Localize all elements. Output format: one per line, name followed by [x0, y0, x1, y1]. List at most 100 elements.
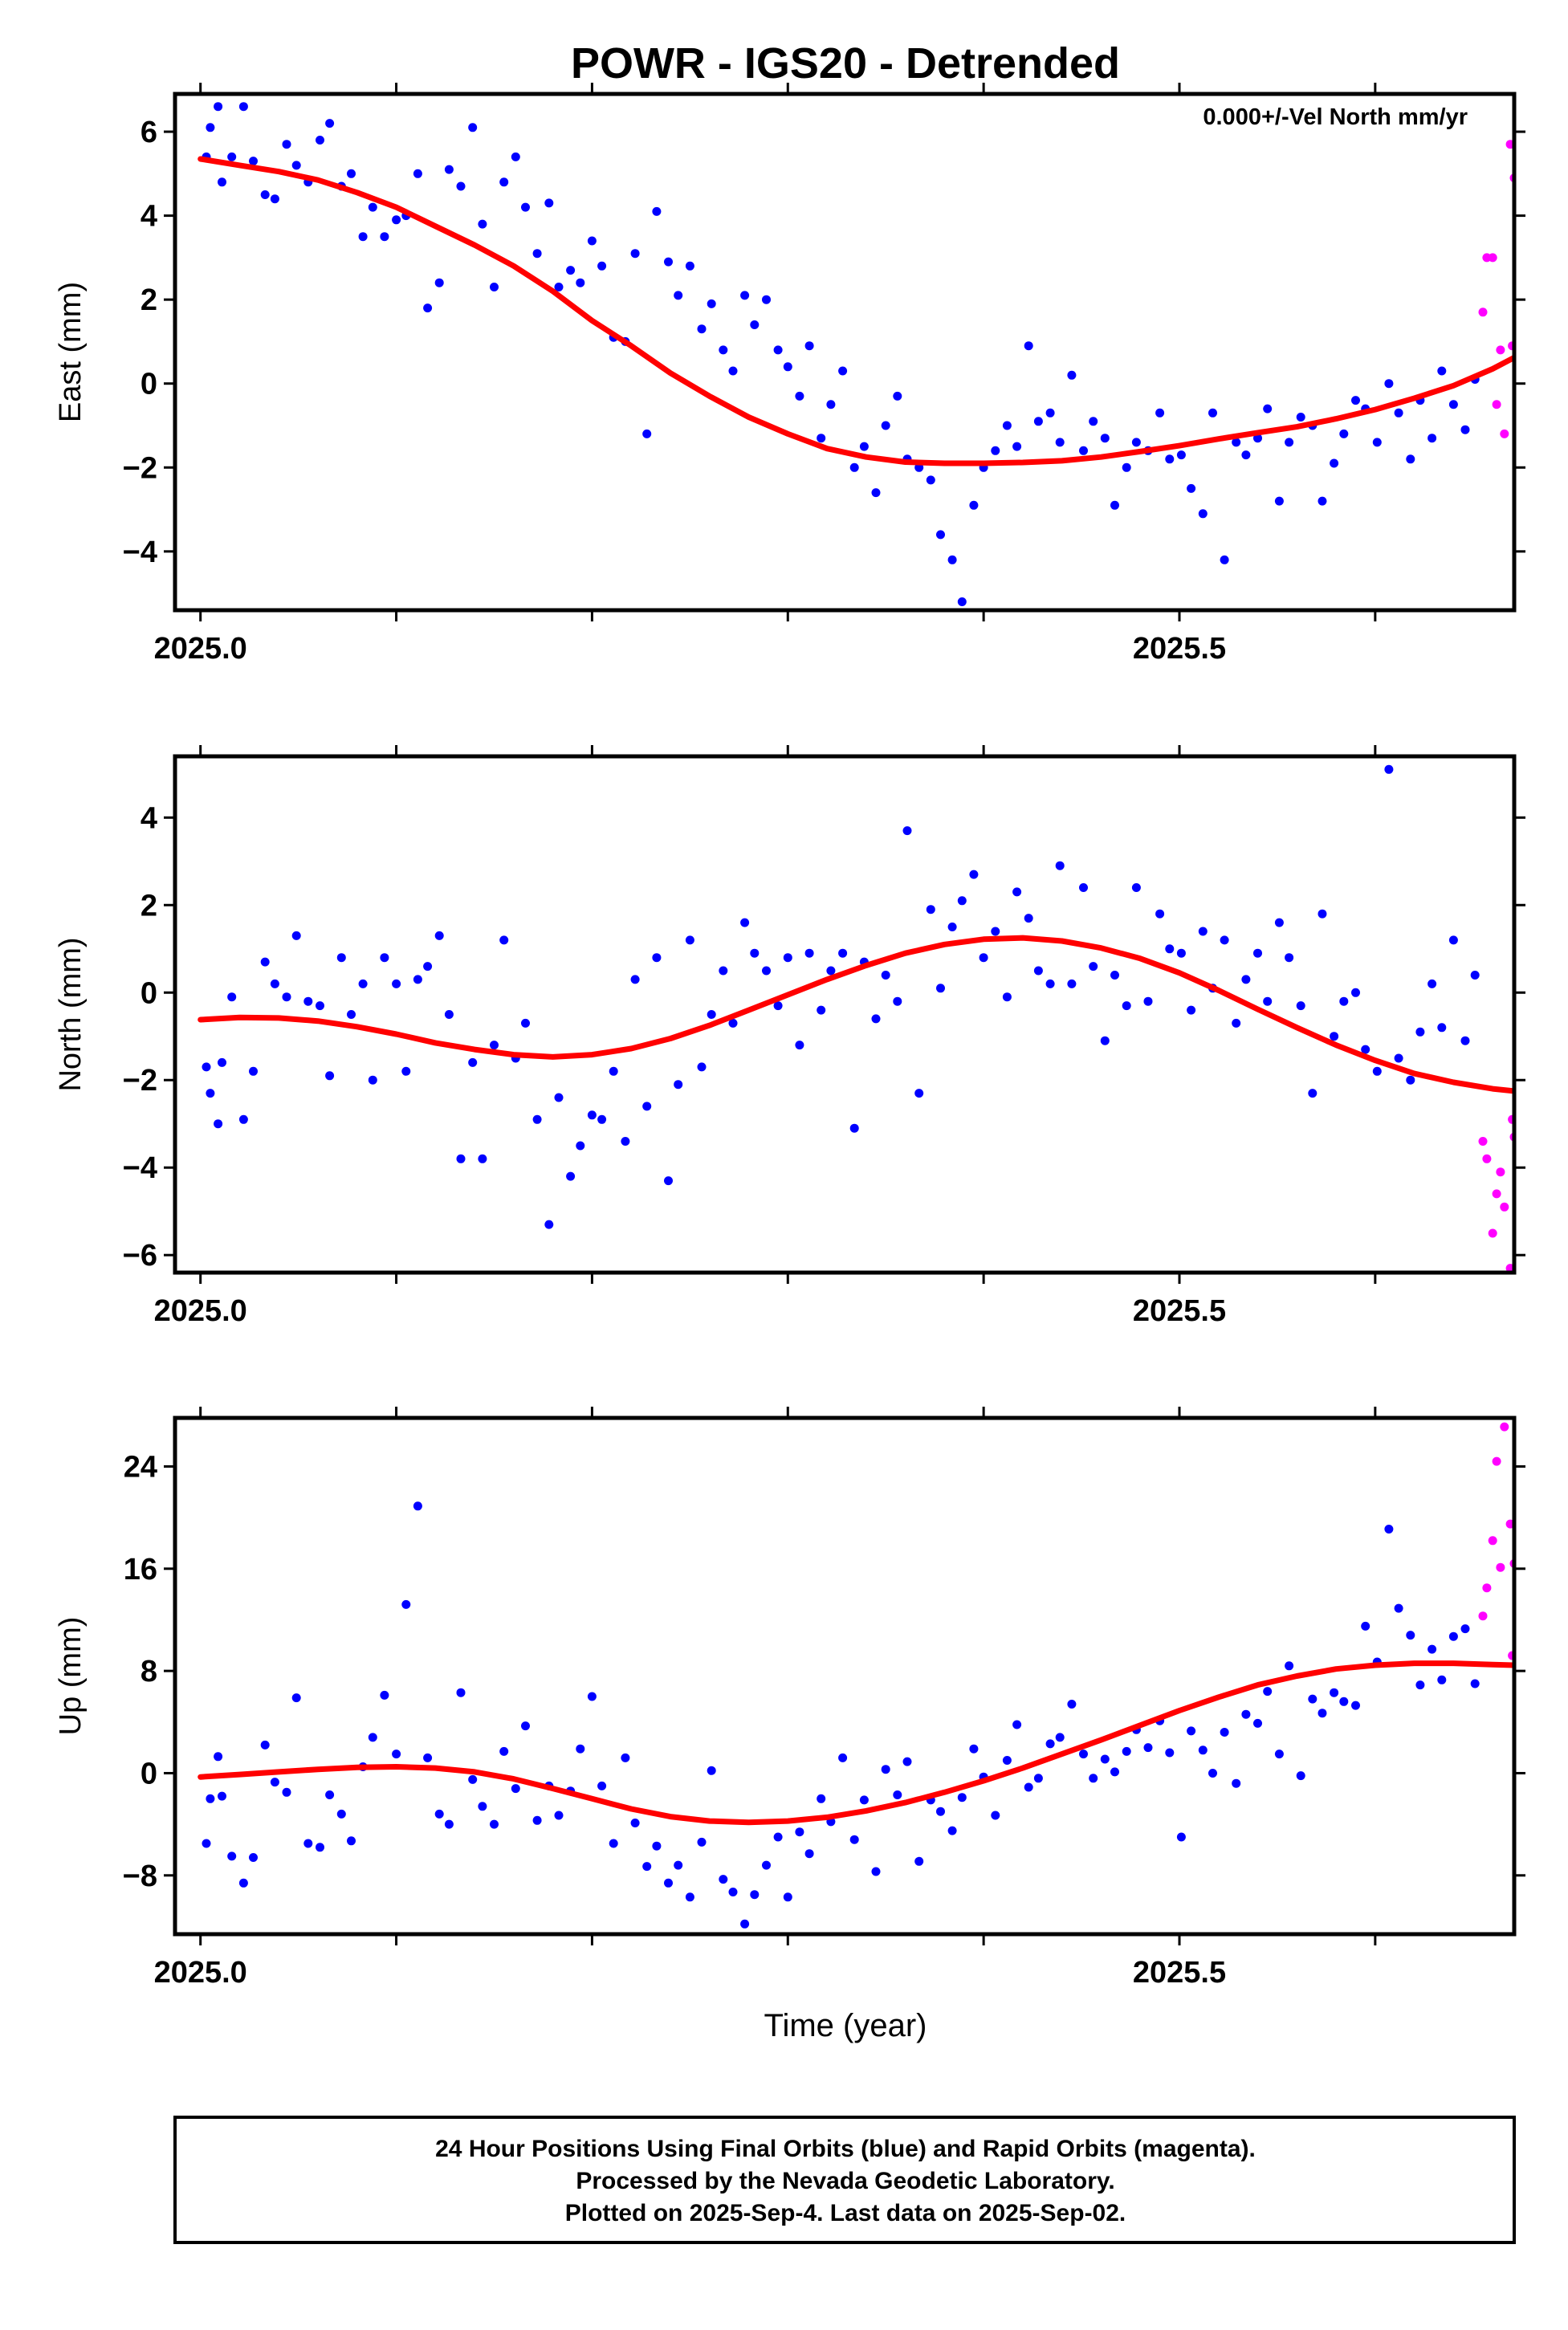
east-final-point	[1296, 413, 1305, 422]
up-final-point	[423, 1753, 433, 1762]
north-final-point	[719, 966, 728, 976]
up-final-point	[697, 1837, 707, 1847]
north-final-point	[1165, 944, 1175, 954]
east-final-point	[750, 320, 760, 329]
up-final-point	[316, 1843, 324, 1852]
up-final-point	[1089, 1774, 1098, 1783]
east-final-point	[444, 165, 454, 174]
footer-box	[173, 2116, 1516, 2244]
east-final-point	[969, 500, 979, 510]
north-final-point	[926, 905, 935, 914]
north-final-point	[1187, 1005, 1196, 1015]
north-final-point	[1415, 1027, 1425, 1037]
east-final-point	[1208, 408, 1217, 418]
north-final-point	[499, 935, 509, 945]
up-final-point	[1470, 1679, 1480, 1688]
north-final-point	[368, 1075, 377, 1085]
east-final-point	[1176, 450, 1186, 460]
east-final-point	[1131, 438, 1141, 447]
east-final-point	[1318, 496, 1327, 506]
east-final-point	[630, 249, 640, 259]
north-rapid-point	[1500, 1202, 1509, 1212]
up-final-point	[218, 1791, 226, 1801]
east-final-point	[1012, 442, 1022, 451]
north-final-point	[202, 1062, 211, 1072]
east-final-point	[826, 400, 836, 409]
east-final-point	[1437, 366, 1447, 376]
north-final-point	[849, 1123, 859, 1133]
east-y-tick-label: −2	[123, 451, 157, 485]
up-final-point	[719, 1875, 728, 1884]
up-rapid-point	[1496, 1562, 1505, 1572]
up-final-point	[1002, 1756, 1012, 1765]
up-final-point	[1394, 1603, 1403, 1613]
east-final-point	[795, 391, 804, 401]
north-final-point	[1143, 996, 1153, 1006]
up-y-tick-label: −8	[123, 1860, 157, 1893]
east-final-point	[270, 194, 279, 204]
up-y-tick-label: 8	[141, 1655, 157, 1688]
north-rapid-point	[1496, 1167, 1505, 1177]
east-final-point	[881, 421, 890, 430]
east-final-point	[707, 299, 716, 308]
up-final-point	[893, 1790, 902, 1799]
north-final-point	[750, 948, 760, 958]
east-final-point	[1427, 434, 1437, 443]
east-final-point	[664, 257, 673, 267]
east-final-point	[521, 202, 530, 212]
up-final-point	[621, 1753, 630, 1762]
north-y-tick-label: −2	[123, 1064, 157, 1098]
north-final-point	[1155, 909, 1165, 919]
up-final-point	[1427, 1644, 1437, 1654]
east-final-point	[434, 278, 444, 287]
north-final-point	[587, 1110, 597, 1120]
footer-line-3: Plotted on 2025-Sep-4. Last data on 2025…	[565, 2200, 1126, 2226]
north-final-point	[1448, 935, 1458, 945]
east-final-point	[490, 283, 499, 291]
north-final-point	[270, 979, 279, 988]
north-final-point	[554, 1093, 564, 1102]
north-final-point	[444, 1010, 454, 1019]
north-final-point	[1122, 1001, 1131, 1011]
north-final-point	[947, 923, 957, 931]
up-final-point	[652, 1841, 662, 1851]
up-final-point	[499, 1746, 509, 1756]
north-final-point	[1339, 996, 1349, 1006]
north-final-point	[1384, 764, 1394, 774]
up-final-point	[478, 1802, 487, 1811]
north-final-point	[783, 953, 792, 963]
up-final-point	[969, 1744, 979, 1754]
up-final-point	[947, 1826, 957, 1835]
east-final-point	[554, 283, 564, 291]
east-final-point	[325, 119, 335, 128]
east-final-point	[1089, 417, 1098, 426]
east-final-point	[380, 232, 389, 242]
east-final-point	[1460, 425, 1470, 434]
up-final-point	[1351, 1701, 1360, 1710]
east-x-tick-label: 2025.0	[154, 632, 247, 666]
north-final-point	[914, 1089, 924, 1098]
up-rapid-point	[1482, 1583, 1492, 1593]
north-fit-line	[198, 935, 1514, 1094]
up-final-point	[1187, 1726, 1196, 1736]
east-final-point	[838, 366, 848, 376]
up-final-point	[456, 1688, 466, 1697]
up-y-tick-label: 0	[141, 1757, 157, 1790]
up-final-point	[773, 1832, 783, 1842]
up-final-point	[838, 1753, 848, 1762]
up-final-point	[1339, 1697, 1349, 1706]
up-final-point	[1274, 1750, 1284, 1759]
north-final-point	[566, 1171, 576, 1181]
east-final-point	[817, 434, 826, 443]
north-final-point	[1394, 1053, 1403, 1063]
east-final-point	[347, 169, 356, 178]
up-rapid-point	[1492, 1456, 1501, 1466]
up-final-point	[762, 1860, 771, 1870]
up-final-point	[728, 1888, 738, 1896]
up-x-tick-label: 2025.5	[1133, 1956, 1226, 1990]
east-final-point	[214, 102, 223, 112]
north-final-point	[358, 979, 368, 988]
north-y-tick-label: −6	[123, 1239, 157, 1273]
up-final-point	[468, 1774, 478, 1784]
up-final-point	[1318, 1709, 1327, 1718]
